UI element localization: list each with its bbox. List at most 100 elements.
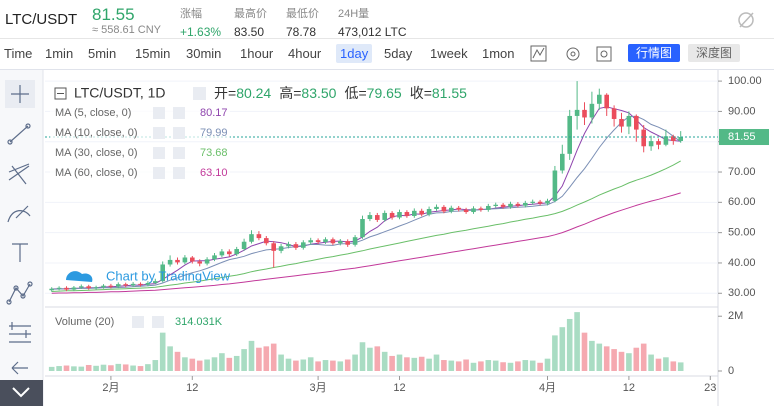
settings-box[interactable] [153, 147, 165, 159]
ma-line [51, 160, 681, 292]
candle-body [663, 136, 669, 145]
candle-body [382, 212, 387, 220]
volume-bar [500, 362, 506, 371]
collapse-button[interactable] [0, 380, 43, 406]
candle-body [93, 287, 99, 289]
candle-body [56, 287, 62, 289]
volume-bar [63, 365, 70, 371]
candle-body [138, 283, 143, 285]
volume-bar [507, 362, 514, 371]
candle-body [397, 212, 402, 218]
interval[interactable]: 1hour [240, 46, 274, 61]
candle-body [64, 287, 69, 290]
volume-bar [603, 346, 610, 371]
volume-value: 314.031K [175, 316, 223, 328]
x-tick-label: 2月 [102, 382, 119, 394]
interval[interactable]: 1week [430, 46, 468, 61]
ma-line [51, 115, 681, 290]
settings-box[interactable] [193, 87, 206, 100]
interval[interactable]: 1day [336, 44, 373, 63]
candle-body [552, 170, 558, 201]
volume-tick-label: 0 [728, 365, 734, 377]
close-box[interactable] [173, 127, 185, 139]
volume-bar [278, 354, 284, 371]
interval[interactable]: Time [4, 46, 33, 61]
candle-body [367, 215, 373, 220]
volume-bar [293, 360, 299, 371]
volume-bar [418, 356, 425, 371]
volume-bar [137, 366, 144, 371]
candle-body [323, 239, 328, 243]
volume-bar [211, 357, 218, 371]
watermark: Chart by TradingView [66, 268, 231, 283]
volume-bar [115, 363, 122, 371]
volume-bar [655, 358, 662, 371]
price-tag [719, 129, 769, 146]
x-tick-label: 12 [186, 382, 198, 394]
drawing-tools[interactable] [5, 80, 35, 375]
candle-body [264, 238, 269, 244]
stat-value: 78.78 [286, 25, 317, 39]
tab[interactable]: 深度图 [688, 44, 741, 62]
candle-body [508, 203, 513, 207]
settings-box[interactable] [132, 316, 144, 328]
volume-bar [677, 362, 684, 371]
header-icon[interactable] [738, 12, 754, 28]
candle-body [500, 204, 506, 207]
volume-bar [315, 361, 321, 371]
volume-bar [85, 364, 92, 371]
interval[interactable]: 30min [186, 46, 222, 61]
volume-bar [359, 342, 366, 371]
close-box[interactable] [173, 107, 185, 119]
candle-body [604, 94, 609, 109]
stat: 最高价 83.50 [234, 5, 267, 39]
legend-value: 80.17 [200, 107, 228, 119]
interval[interactable]: 1mon [482, 46, 515, 61]
candle-body [389, 212, 395, 218]
candle-body [123, 284, 128, 286]
toolbar-icons[interactable] [530, 45, 612, 62]
volume-bar [633, 347, 640, 371]
candle-body [212, 255, 217, 260]
close-box[interactable] [173, 147, 185, 159]
volume-bar [256, 347, 262, 371]
volume-bar [152, 360, 159, 371]
stat-value: 83.50 [234, 25, 265, 39]
volume-bar [248, 340, 255, 371]
volume-bar [352, 354, 358, 371]
volume-bar [396, 354, 403, 371]
close-box[interactable] [173, 167, 185, 179]
volume-bar [448, 360, 455, 371]
price-tag-label: 81.55 [728, 131, 756, 143]
candle-body [671, 136, 676, 141]
volume-bar [529, 360, 536, 371]
interval[interactable]: 4hour [288, 46, 322, 61]
candle-body [486, 205, 491, 210]
settings-box[interactable] [153, 167, 165, 179]
y-tick-label: 90.00 [728, 105, 756, 117]
volume-bar [389, 355, 395, 371]
volume-bar [56, 366, 62, 371]
interval[interactable]: 15min [135, 46, 171, 61]
last-price: 81.55 [92, 5, 135, 24]
volume-bar [433, 354, 440, 371]
volume-bar [626, 353, 632, 371]
ohlc-label: 收= [410, 85, 432, 101]
close-box[interactable] [152, 316, 164, 328]
settings-box[interactable] [153, 107, 165, 119]
candle-body [404, 212, 410, 216]
settings-box[interactable] [153, 127, 165, 139]
volume-bar [367, 347, 373, 371]
tab[interactable]: 行情图 [628, 44, 681, 62]
interval[interactable]: 5day [384, 46, 413, 61]
volume-bar [670, 361, 677, 371]
interval[interactable]: 1min [45, 46, 74, 61]
interval[interactable]: 5min [88, 46, 117, 61]
ohlc-label: 开= [214, 85, 236, 101]
volume-bar [381, 351, 388, 371]
candle-body [419, 210, 424, 215]
collapse-box[interactable] [54, 87, 67, 100]
volume-bar [663, 357, 669, 371]
